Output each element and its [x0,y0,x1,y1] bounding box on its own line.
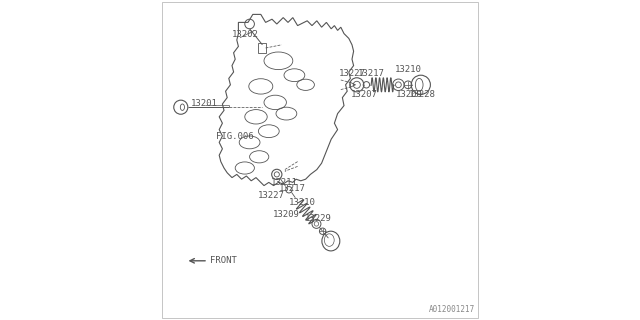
Text: 13210: 13210 [289,198,316,207]
Text: FRONT: FRONT [210,256,236,265]
Text: 13209: 13209 [273,210,300,219]
Text: 13207: 13207 [351,90,378,99]
Text: 13211: 13211 [271,178,298,187]
Text: A012001217: A012001217 [429,305,475,314]
Text: 13217: 13217 [357,69,384,78]
Bar [258,43,266,53]
Text: 13209: 13209 [396,90,422,99]
Text: 13228: 13228 [409,90,436,99]
Text: 13227: 13227 [339,69,365,78]
Text: 13210: 13210 [396,65,422,74]
Text: 13217: 13217 [278,184,305,193]
Text: 13202: 13202 [232,30,259,39]
Text: 13229: 13229 [305,214,332,223]
Text: FIG.006: FIG.006 [216,132,253,140]
Text: 13227: 13227 [258,191,284,200]
Text: 13201: 13201 [191,99,217,108]
